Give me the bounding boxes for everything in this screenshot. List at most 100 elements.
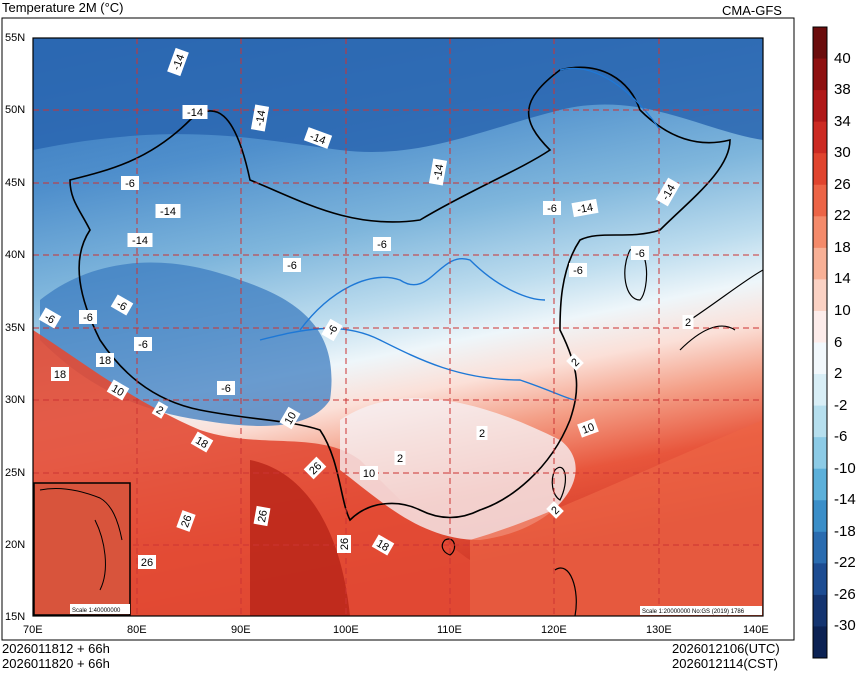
svg-text:10: 10: [581, 421, 597, 436]
contour-label: 26: [337, 535, 351, 553]
contour-label: -6: [134, 337, 152, 351]
colorbar-swatch: [813, 531, 827, 564]
contour-label: -14: [250, 104, 270, 132]
svg-text:-14: -14: [308, 131, 327, 148]
lon-label: 90E: [231, 624, 251, 636]
cold-band-north: [33, 38, 763, 152]
contour-label: 2: [151, 401, 169, 419]
contour-label: 10: [577, 418, 599, 438]
contour-label: -6: [79, 310, 97, 324]
colorbar-label: 34: [834, 112, 851, 130]
yangtze-river: [259, 327, 576, 401]
contour-label: 26: [253, 505, 271, 527]
lon-label: 70E: [23, 624, 43, 636]
contour-label: -6: [631, 246, 649, 260]
colorbar-label: -30: [834, 617, 856, 635]
colorbar-frame: [812, 26, 828, 659]
contour-label: 26: [176, 510, 196, 532]
valid-time-cst: 2026012114(CST): [672, 656, 778, 671]
svg-text:-14: -14: [254, 109, 269, 127]
colorbar-label: 10: [834, 301, 851, 319]
contour-label: -6: [217, 381, 235, 395]
svg-text:-14: -14: [171, 53, 188, 72]
svg-text:-14: -14: [160, 206, 176, 218]
contour-label: -14: [182, 105, 208, 119]
colorbar: [812, 26, 828, 659]
svg-text:-6: -6: [83, 312, 93, 324]
lat-label: 50N: [5, 104, 26, 116]
colorbar-swatch: [813, 121, 827, 154]
colorbar-swatch: [813, 437, 827, 470]
colorbar-label: 22: [834, 207, 851, 225]
svg-text:-14: -14: [576, 202, 594, 217]
lon-label: 110E: [437, 624, 462, 636]
contour-label: 2: [682, 315, 694, 329]
figure-frame: [1, 17, 795, 641]
temperature-field: -14-14 -14-14-14-14-14-14-14-6-6-6-6-6 -6-…: [33, 38, 763, 616]
colorbar-label: -14: [834, 491, 856, 509]
colorbar-label: -18: [834, 522, 856, 540]
svg-text:-14: -14: [132, 235, 148, 247]
inset-map: Scale 1:40000000: [33, 482, 131, 616]
lon-label: 80E: [127, 624, 147, 636]
lat-label: 45N: [5, 177, 26, 189]
colorbar-swatch: [813, 563, 827, 596]
svg-text:-6: -6: [125, 178, 135, 190]
colorbar-swatch: [813, 310, 827, 343]
contour-label: -6: [38, 307, 62, 329]
lat-label: 30N: [5, 394, 26, 406]
lon-label: 140E: [743, 624, 769, 636]
colorbar-label: 18: [834, 238, 851, 256]
map-title: Temperature 2M (°C): [2, 0, 124, 15]
colorbar-label: 6: [834, 333, 843, 351]
lat-label: 25N: [5, 467, 26, 479]
svg-text:-6: -6: [573, 265, 583, 277]
run-time-2: 2026011820 + 66h: [2, 656, 110, 671]
colorbar-label: 40: [834, 49, 851, 67]
valid-time-utc: 2026012106(UTC): [672, 641, 780, 656]
contour-label: -14: [571, 198, 599, 218]
lat-label: 35N: [5, 322, 26, 334]
colorbar-swatch: [813, 153, 827, 186]
colorbar-swatch: [813, 90, 827, 123]
contour-label: -6: [121, 176, 139, 190]
svg-text:-6: -6: [635, 248, 645, 260]
svg-text:2: 2: [479, 428, 485, 440]
contour-label: 10: [360, 466, 378, 480]
lon-label: 130E: [646, 624, 672, 636]
colorbar-swatch: [813, 184, 827, 217]
contour-label: -14: [428, 158, 448, 186]
colorbar-label: -2: [834, 396, 848, 414]
warm-ocean: [470, 420, 763, 616]
islands-coast: [441, 538, 577, 616]
colorbar-swatch: [813, 500, 827, 533]
svg-text:-6: -6: [221, 383, 231, 395]
contour-label: 2: [476, 426, 488, 440]
china-border: [69, 66, 731, 522]
colorbar-swatch: [813, 374, 827, 407]
colorbar-swatch: [813, 405, 827, 438]
colorbar-swatch: [813, 626, 827, 659]
colorbar-swatch: [813, 594, 827, 627]
svg-text:26: 26: [141, 557, 153, 569]
colorbar-swatch: [813, 468, 827, 501]
svg-text:26: 26: [256, 509, 270, 523]
lon-label: 100E: [333, 624, 359, 636]
colorbar-swatch: [813, 58, 827, 91]
contour-label: 2: [394, 451, 406, 465]
amur-river: [559, 67, 661, 131]
svg-text:18: 18: [374, 538, 391, 555]
colorbar-swatch: [813, 279, 827, 312]
contour-label: 18: [51, 367, 69, 381]
lon-label: 120E: [541, 624, 567, 636]
graticule: [33, 38, 763, 616]
contour-label: 18: [96, 353, 114, 367]
svg-text:10: 10: [283, 410, 300, 427]
colorbar-label: 2: [834, 365, 843, 383]
contour-label: -14: [127, 233, 153, 247]
contour-label: -14: [303, 127, 333, 149]
svg-text:26: 26: [339, 538, 351, 550]
colorbar-label: -22: [834, 554, 856, 572]
svg-text:-14: -14: [187, 107, 203, 119]
